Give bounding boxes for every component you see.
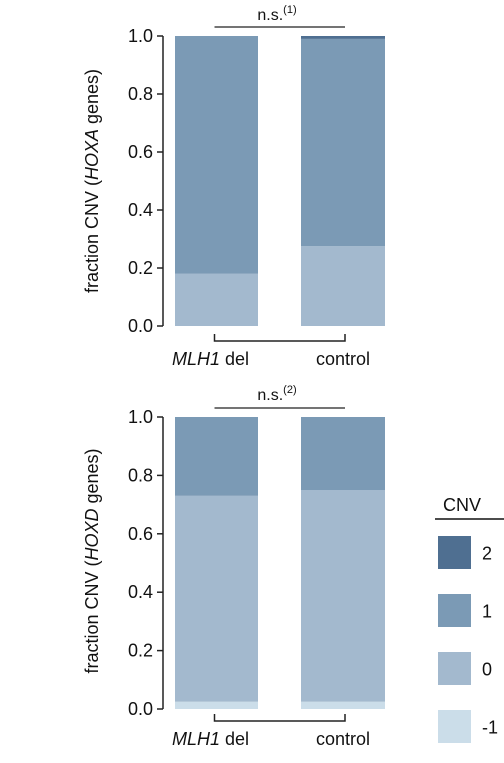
bar-segment-cnv1-control <box>301 417 385 490</box>
x-category-label-control: control <box>316 349 370 369</box>
legend-title: CNV <box>443 495 481 515</box>
hoxa-y-axis-label: fraction CNV (HOXA genes) <box>82 69 102 293</box>
legend-label-cnvneg1: -1 <box>482 718 498 738</box>
x-category-label-control: control <box>316 729 370 749</box>
bar-segment-cnvneg1-mlh1-del <box>175 701 258 709</box>
legend-swatch-cnvneg1 <box>438 710 471 743</box>
y-tick-label: 0.4 <box>128 200 153 220</box>
bar-segment-cnv0-mlh1-del <box>175 273 258 326</box>
category-bracket <box>213 714 346 722</box>
bar-segment-cnv0-mlh1-del <box>175 495 258 702</box>
y-tick-label: 1.0 <box>128 26 153 46</box>
y-tick-label: 0.0 <box>128 699 153 719</box>
bar-segment-cnv1-control <box>301 38 385 247</box>
bar-segment-cnv2-control <box>301 36 385 39</box>
hoxa-significance-label: n.s.(1) <box>257 4 296 24</box>
legend-label-cnv2: 2 <box>482 544 492 564</box>
hoxd-significance-label: n.s.(2) <box>257 384 296 404</box>
y-tick-label: 0.8 <box>128 84 153 104</box>
cnv-legend: CNV 2 1 0 -1 <box>435 495 504 743</box>
y-tick-label: 1.0 <box>128 407 153 427</box>
y-tick-label: 0.0 <box>128 316 153 336</box>
hoxd-panel: n.s.(2) fraction CNV (HOXD genes) 0.0 0.2… <box>82 384 385 749</box>
bar-segment-cnv0-control <box>301 490 385 702</box>
x-category-label-mlh1-del: MLH1 del <box>172 349 249 369</box>
category-bracket <box>213 334 346 342</box>
hoxd-y-axis-label: fraction CNV (HOXD genes) <box>82 448 102 673</box>
y-tick-label: 0.2 <box>128 641 153 661</box>
x-category-label-mlh1-del: MLH1 del <box>172 729 249 749</box>
hoxa-panel: n.s.(1) fraction CNV (HOXA genes) 0.0 0.2… <box>82 4 385 369</box>
bar-segment-cnv0-control <box>301 246 385 326</box>
y-tick-label: 0.8 <box>128 465 153 485</box>
y-tick-label: 0.6 <box>128 142 153 162</box>
legend-swatch-cnv0 <box>438 652 471 685</box>
bar-segment-cnv1-mlh1-del <box>175 36 258 274</box>
y-tick-label: 0.4 <box>128 582 153 602</box>
legend-swatch-cnv2 <box>438 536 471 569</box>
y-tick-label: 0.2 <box>128 258 153 278</box>
bar-segment-cnvneg1-control <box>301 701 385 709</box>
legend-label-cnv1: 1 <box>482 602 492 622</box>
legend-swatch-cnv1 <box>438 594 471 627</box>
legend-label-cnv0: 0 <box>482 660 492 680</box>
y-tick-label: 0.6 <box>128 524 153 544</box>
bar-segment-cnv1-mlh1-del <box>175 417 258 496</box>
